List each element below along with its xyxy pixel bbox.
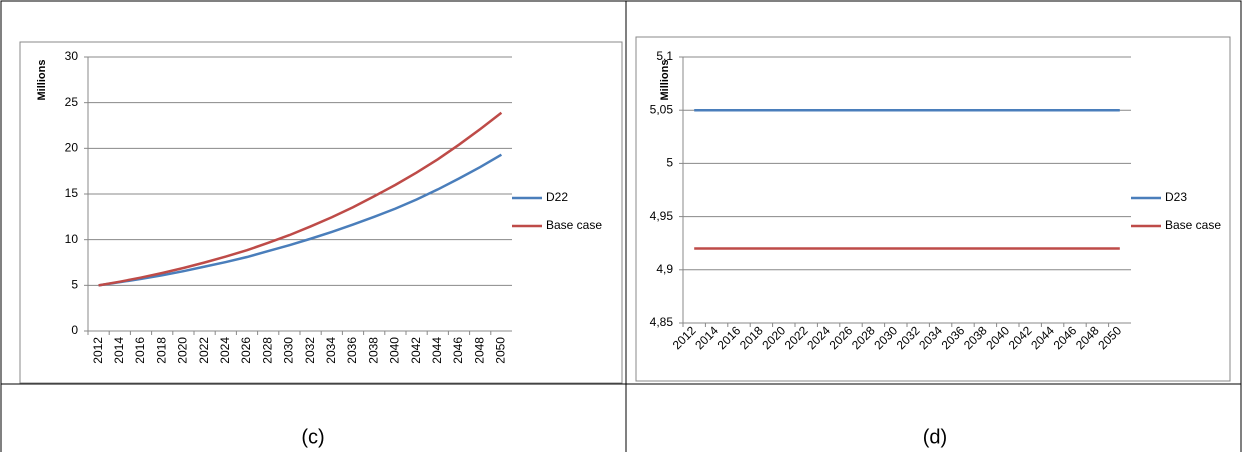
x-tick-label: 2018 (154, 337, 168, 364)
x-tick-label: 2038 (366, 337, 380, 364)
y-axis-title: Millions (659, 60, 671, 101)
y-tick-label: 4,85 (650, 315, 674, 329)
chart-frame (635, 36, 1231, 382)
x-tick-label: 2032 (303, 337, 317, 364)
chart-frame (19, 41, 623, 384)
x-tick-label: 2028 (260, 337, 274, 364)
y-tick-label: 4,95 (650, 209, 674, 223)
legend-label: D23 (1165, 190, 1187, 204)
y-tick-label: 20 (65, 141, 79, 155)
y-tick-label: 5,1 (656, 49, 673, 63)
y-tick-label: 5 (71, 278, 78, 292)
x-tick-label: 2020 (176, 337, 190, 364)
caption: (d) (923, 426, 947, 448)
data-line (98, 153, 503, 287)
data-line (98, 111, 503, 287)
x-tick-label: 2022 (197, 337, 211, 364)
y-axis-title: Millions (36, 60, 48, 101)
y-tick-label: 5,05 (650, 102, 674, 116)
x-tick-label: 2014 (112, 337, 126, 364)
y-tick-label: 4,9 (656, 262, 673, 276)
x-tick-label: 2012 (91, 337, 105, 364)
y-tick-label: 30 (65, 49, 79, 63)
legend-label: Base case (1165, 218, 1221, 232)
x-tick-label: 2030 (282, 337, 296, 364)
y-tick-label: 10 (65, 232, 79, 246)
x-tick-label: 2050 (494, 337, 508, 364)
caption: (c) (301, 426, 324, 448)
x-tick-label: 2034 (324, 337, 338, 364)
x-tick-label: 2026 (239, 337, 253, 364)
x-tick-label: 2046 (451, 337, 465, 364)
x-tick-label: 2042 (409, 337, 423, 364)
x-tick-label: 2048 (472, 337, 486, 364)
y-tick-label: 15 (65, 186, 79, 200)
legend-label: D22 (546, 190, 568, 204)
x-tick-label: 2036 (345, 337, 359, 364)
x-tick-label: 2016 (133, 337, 147, 364)
x-tick-label: 2040 (388, 337, 402, 364)
x-tick-label: 2024 (218, 337, 232, 364)
y-tick-label: 0 (71, 323, 78, 337)
x-tick-label: 2044 (430, 337, 444, 364)
legend-label: Base case (546, 218, 602, 232)
y-tick-label: 5 (666, 156, 673, 170)
y-tick-label: 25 (65, 95, 79, 109)
